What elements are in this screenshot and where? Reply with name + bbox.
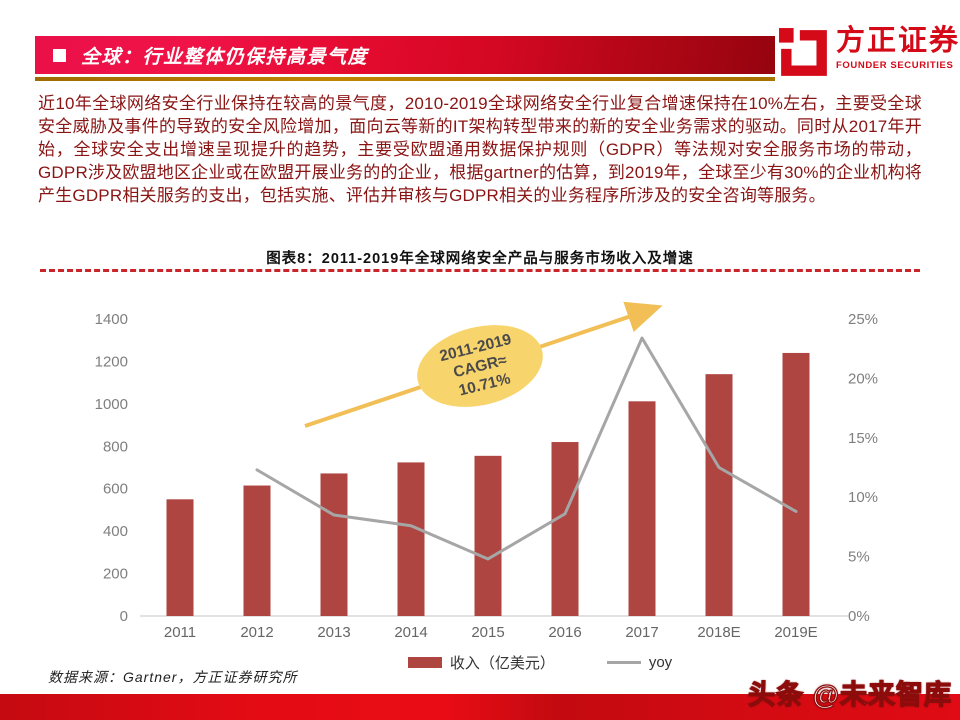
category-label: 2017 xyxy=(625,624,658,641)
left-axis-tick: 0 xyxy=(120,608,128,625)
section-title: 全球：行业整体仍保持高景气度 xyxy=(81,46,369,68)
watermark: 头条 @未来智库 xyxy=(748,679,952,710)
founder-securities-logo: 方正证券 FOUNDER SECURITIES xyxy=(778,27,960,79)
bottom-red-bar xyxy=(0,694,960,720)
founder-logo-icon xyxy=(779,28,827,76)
left-axis-tick: 1200 xyxy=(95,353,128,370)
right-axis-tick: 0% xyxy=(848,608,870,625)
revenue-yoy-chart: 0 200 400 600 800 1000 1200 1400 0% 5% 10% 15% 20% 25… xyxy=(95,301,878,641)
category-label: 2012 xyxy=(240,624,273,641)
left-axis-tick: 1000 xyxy=(95,396,128,413)
bar-2019E xyxy=(782,352,810,616)
section-header-banner: 全球：行业整体仍保持高景气度 xyxy=(35,36,775,74)
square-bullet-icon xyxy=(53,48,66,62)
category-label: 2011 xyxy=(164,624,196,641)
left-axis-tick: 200 xyxy=(103,566,128,583)
bar-2013 xyxy=(320,473,348,616)
chart-legend: 收入（亿美元） yoy xyxy=(0,652,960,673)
right-axis-tick: 20% xyxy=(848,370,878,387)
right-axis-tick: 25% xyxy=(848,311,878,328)
bar-2012 xyxy=(243,485,271,616)
right-axis-tick: 15% xyxy=(848,430,878,447)
yoy-swatch-icon xyxy=(606,661,641,664)
left-axis-tick: 600 xyxy=(103,481,128,498)
cagr-annotation-bubble xyxy=(417,325,543,407)
body-paragraph: 近10年全球网络安全行业保持在较高的景气度，2010-2019全球网络安全行业复… xyxy=(38,94,922,205)
revenue-swatch-icon xyxy=(407,657,442,668)
left-axis-tick: 800 xyxy=(103,438,128,455)
left-axis-tick: 1400 xyxy=(95,311,128,328)
category-label: 2013 xyxy=(317,624,350,641)
dashed-separator xyxy=(40,269,920,272)
header-underline xyxy=(35,77,775,81)
category-label: 2014 xyxy=(394,624,427,641)
category-label: 2015 xyxy=(471,624,504,641)
legend-item-revenue: 收入（亿美元） xyxy=(407,652,555,673)
legend-label-yoy: yoy xyxy=(648,654,673,671)
right-axis-tick: 5% xyxy=(848,549,870,566)
logo-name-en: FOUNDER SECURITIES xyxy=(836,60,954,71)
legend-label-revenue: 收入（亿美元） xyxy=(449,655,555,672)
category-label: 2018E xyxy=(697,624,740,641)
data-source-note: 数据来源：Gartner，方正证券研究所 xyxy=(48,669,298,685)
bar-2014 xyxy=(397,462,425,616)
figure-caption: 图表8：2011-2019年全球网络安全产品与服务市场收入及增速 xyxy=(266,251,694,267)
bar-2011 xyxy=(166,499,194,616)
legend-item-yoy: yoy xyxy=(606,654,673,671)
bar-2015 xyxy=(474,455,502,616)
category-label: 2019E xyxy=(774,624,817,641)
category-label: 2016 xyxy=(548,624,581,641)
left-axis-tick: 400 xyxy=(103,523,128,540)
logo-name-cn: 方正证券 xyxy=(836,25,960,57)
yoy-line xyxy=(255,336,798,561)
right-axis-tick: 10% xyxy=(848,489,878,506)
bar-2017 xyxy=(628,401,656,616)
bar-2018E xyxy=(705,374,733,616)
bar-2016 xyxy=(551,442,579,616)
